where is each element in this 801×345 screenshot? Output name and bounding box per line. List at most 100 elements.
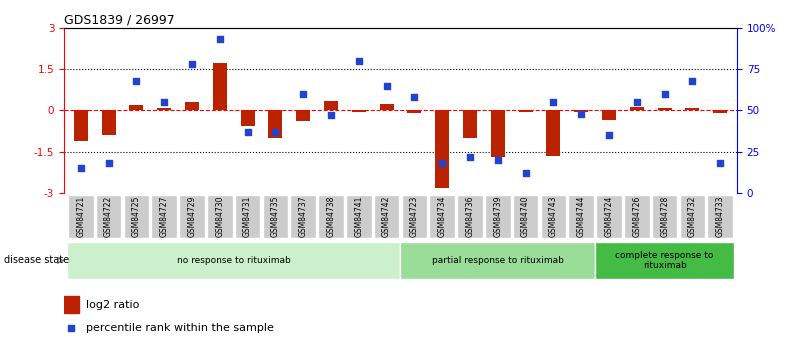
Point [103, 161, 115, 166]
FancyBboxPatch shape [179, 195, 205, 238]
FancyBboxPatch shape [400, 242, 595, 279]
Bar [435, 110, 449, 188]
Point [297, 91, 310, 97]
Text: GSM84725: GSM84725 [132, 196, 141, 237]
Bar [546, 110, 561, 156]
Text: GSM84736: GSM84736 [465, 196, 474, 237]
Text: GSM84721: GSM84721 [76, 196, 85, 237]
FancyBboxPatch shape [151, 195, 177, 238]
Bar [380, 104, 393, 110]
Bar [64, 296, 78, 313]
Bar [324, 101, 338, 110]
Bar [74, 110, 88, 141]
FancyBboxPatch shape [263, 195, 288, 238]
Point [380, 83, 393, 88]
Point [464, 154, 477, 159]
FancyBboxPatch shape [96, 195, 122, 238]
FancyBboxPatch shape [485, 195, 510, 238]
FancyBboxPatch shape [318, 195, 344, 238]
Text: GSM84732: GSM84732 [688, 196, 697, 237]
Point [408, 95, 421, 100]
Text: GSM84722: GSM84722 [104, 196, 113, 237]
FancyBboxPatch shape [429, 195, 455, 238]
FancyBboxPatch shape [66, 242, 400, 279]
FancyBboxPatch shape [457, 195, 483, 238]
Bar [240, 110, 255, 126]
Point [186, 61, 199, 67]
Text: GSM84733: GSM84733 [716, 196, 725, 237]
Text: GSM84731: GSM84731 [243, 196, 252, 237]
FancyBboxPatch shape [68, 195, 94, 238]
FancyBboxPatch shape [569, 195, 594, 238]
Text: GSM84729: GSM84729 [187, 196, 196, 237]
Point [74, 166, 87, 171]
Point [575, 111, 588, 117]
Text: log2 ratio: log2 ratio [86, 300, 139, 310]
FancyBboxPatch shape [652, 195, 678, 238]
Bar [408, 110, 421, 112]
FancyBboxPatch shape [291, 195, 316, 238]
Text: GSM84726: GSM84726 [632, 196, 642, 237]
Point [686, 78, 698, 83]
Text: GSM84743: GSM84743 [549, 196, 558, 237]
Point [547, 99, 560, 105]
Point [241, 129, 254, 135]
Text: GSM84742: GSM84742 [382, 196, 391, 237]
Point [630, 99, 643, 105]
Point [158, 99, 171, 105]
Text: GDS1839 / 26997: GDS1839 / 26997 [64, 13, 175, 27]
FancyBboxPatch shape [541, 195, 566, 238]
FancyBboxPatch shape [513, 195, 538, 238]
Text: no response to rituximab: no response to rituximab [177, 256, 291, 265]
FancyBboxPatch shape [346, 195, 372, 238]
Bar [130, 105, 143, 110]
Bar [713, 110, 727, 112]
Point [324, 112, 337, 118]
Text: GSM84741: GSM84741 [354, 196, 364, 237]
Text: partial response to rituximab: partial response to rituximab [432, 256, 564, 265]
Bar [519, 110, 533, 112]
FancyBboxPatch shape [679, 195, 705, 238]
Bar [102, 110, 115, 135]
Text: percentile rank within the sample: percentile rank within the sample [86, 323, 273, 333]
Point [714, 161, 727, 166]
Bar [185, 102, 199, 110]
FancyBboxPatch shape [207, 195, 232, 238]
Point [64, 325, 77, 331]
Bar [686, 108, 699, 110]
Text: GSM84724: GSM84724 [605, 196, 614, 237]
Bar [157, 108, 171, 110]
Bar [574, 110, 588, 112]
Text: GSM84727: GSM84727 [159, 196, 169, 237]
Point [269, 129, 282, 135]
Bar [463, 110, 477, 138]
FancyBboxPatch shape [596, 195, 622, 238]
Text: GSM84740: GSM84740 [521, 196, 530, 237]
FancyBboxPatch shape [235, 195, 260, 238]
Point [213, 37, 226, 42]
Point [602, 132, 615, 138]
Text: GSM84730: GSM84730 [215, 196, 224, 237]
Text: GSM84735: GSM84735 [271, 196, 280, 237]
Text: GSM84734: GSM84734 [437, 196, 447, 237]
Point [352, 58, 365, 63]
FancyBboxPatch shape [401, 195, 427, 238]
Bar [658, 108, 671, 110]
Text: GSM84744: GSM84744 [577, 196, 586, 237]
Text: GSM84728: GSM84728 [660, 196, 669, 237]
Text: GSM84723: GSM84723 [410, 196, 419, 237]
Text: disease state: disease state [4, 256, 69, 265]
Bar [296, 110, 310, 121]
Point [130, 78, 143, 83]
Bar [602, 110, 616, 120]
Point [519, 170, 532, 176]
Point [491, 157, 504, 163]
Text: GSM84739: GSM84739 [493, 196, 502, 237]
Bar [213, 63, 227, 110]
FancyBboxPatch shape [707, 195, 733, 238]
FancyBboxPatch shape [123, 195, 149, 238]
Text: GSM84737: GSM84737 [299, 196, 308, 237]
FancyBboxPatch shape [595, 242, 735, 279]
Bar [491, 110, 505, 157]
Point [658, 91, 671, 97]
